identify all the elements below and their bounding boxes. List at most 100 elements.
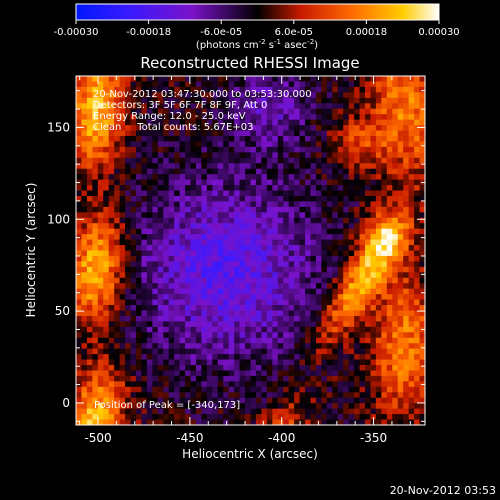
heatmap-cell (190, 152, 197, 159)
heatmap-cell (76, 261, 82, 268)
heatmap-cell (277, 272, 284, 279)
heatmap-cell (206, 337, 213, 344)
heatmap-cell (305, 332, 311, 339)
heatmap-cell (337, 343, 344, 350)
heatmap-cell (381, 125, 388, 131)
heatmap-cell (141, 359, 148, 366)
heatmap-cell (174, 386, 181, 393)
heatmap-cell (125, 381, 131, 388)
heatmap-cell (326, 354, 333, 360)
heatmap-cell (217, 332, 224, 339)
heatmap-cell (125, 146, 131, 153)
heatmap-cell (315, 272, 322, 279)
heatmap-cell (315, 119, 322, 126)
heatmap-cell (397, 408, 404, 415)
heatmap-cell (419, 288, 425, 295)
heatmap-cell (206, 272, 213, 279)
heatmap-cell (305, 125, 311, 131)
heatmap-cell (168, 310, 175, 317)
heatmap-cell (163, 359, 170, 366)
heatmap-cell (114, 141, 121, 148)
heatmap-cell (326, 408, 333, 415)
heatmap-cell (195, 419, 202, 425)
heatmap-cell (266, 419, 273, 425)
heatmap-cell (76, 174, 82, 181)
heatmap-cell (326, 141, 333, 148)
heatmap-cell (152, 261, 159, 268)
heatmap-cell (343, 310, 350, 317)
heatmap-cell (146, 299, 153, 306)
heatmap-cell (392, 299, 399, 306)
heatmap-cell (206, 228, 213, 235)
heatmap-cell (108, 403, 115, 410)
heatmap-cell (310, 239, 317, 246)
heatmap-cell (408, 168, 415, 175)
heatmap-cell (228, 255, 235, 262)
heatmap-cell (114, 332, 121, 339)
heatmap-cell (266, 337, 273, 344)
heatmap-cell (114, 348, 121, 355)
heatmap-cell (86, 375, 93, 382)
heatmap-cell (97, 228, 104, 235)
heatmap-cell (392, 397, 399, 404)
heatmap-cell (245, 266, 251, 273)
heatmap-cell (239, 310, 246, 317)
heatmap-cell (375, 228, 382, 235)
heatmap-cell (223, 326, 230, 333)
heatmap-cell (392, 348, 399, 355)
heatmap-cell (141, 119, 148, 126)
heatmap-cell (392, 125, 399, 131)
heatmap-cell (337, 195, 344, 202)
heatmap-cell (92, 261, 99, 268)
heatmap-cell (321, 321, 328, 328)
heatmap-cell (277, 152, 284, 159)
heatmap-cell (97, 348, 104, 355)
heatmap-cell (397, 283, 404, 290)
heatmap-cell (245, 195, 251, 202)
heatmap-cell (135, 408, 142, 415)
heatmap-cell (305, 212, 311, 219)
heatmap-cell (365, 217, 371, 224)
heatmap-cell (179, 288, 186, 295)
heatmap-cell (403, 326, 410, 333)
heatmap-cell (255, 305, 262, 311)
heatmap-cell (174, 130, 181, 137)
heatmap-cell (348, 261, 355, 268)
heatmap-cell (375, 185, 382, 191)
heatmap-cell (386, 146, 393, 153)
heatmap-cell (266, 375, 273, 382)
heatmap-cell (392, 76, 399, 82)
heatmap-cell (245, 179, 251, 186)
heatmap-cell (168, 157, 175, 164)
heatmap-cell (119, 206, 126, 213)
heatmap-cell (397, 195, 404, 202)
heatmap-cell (359, 217, 366, 224)
heatmap-cell (125, 103, 131, 110)
heatmap-cell (234, 337, 240, 344)
heatmap-cell (195, 86, 202, 93)
heatmap-cell (283, 108, 290, 115)
heatmap-cell (283, 403, 290, 410)
heatmap-cell (326, 255, 333, 262)
heatmap-cell (152, 299, 159, 306)
heatmap-cell (119, 179, 126, 186)
heatmap-cell (261, 326, 268, 333)
heatmap-cell (370, 228, 377, 235)
heatmap-cell (234, 310, 240, 317)
heatmap-cell (283, 157, 290, 164)
heatmap-cell (365, 130, 371, 137)
heatmap-cell (245, 386, 251, 393)
heatmap-cell (212, 119, 219, 126)
heatmap-cell (157, 168, 164, 175)
heatmap-cell (359, 321, 366, 328)
heatmap-cell (305, 168, 311, 175)
heatmap-cell (114, 261, 121, 268)
heatmap-cell (125, 315, 131, 322)
heatmap-cell (397, 119, 404, 126)
heatmap-cell (266, 206, 273, 213)
heatmap-cell (348, 403, 355, 410)
heatmap-cell (163, 157, 170, 164)
heatmap-cell (408, 92, 415, 99)
heatmap-cell (321, 348, 328, 355)
heatmap-cell (228, 179, 235, 186)
